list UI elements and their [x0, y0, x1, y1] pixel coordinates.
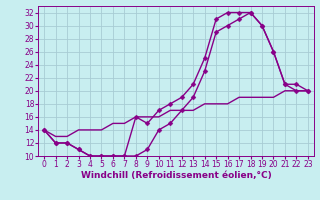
X-axis label: Windchill (Refroidissement éolien,°C): Windchill (Refroidissement éolien,°C): [81, 171, 271, 180]
